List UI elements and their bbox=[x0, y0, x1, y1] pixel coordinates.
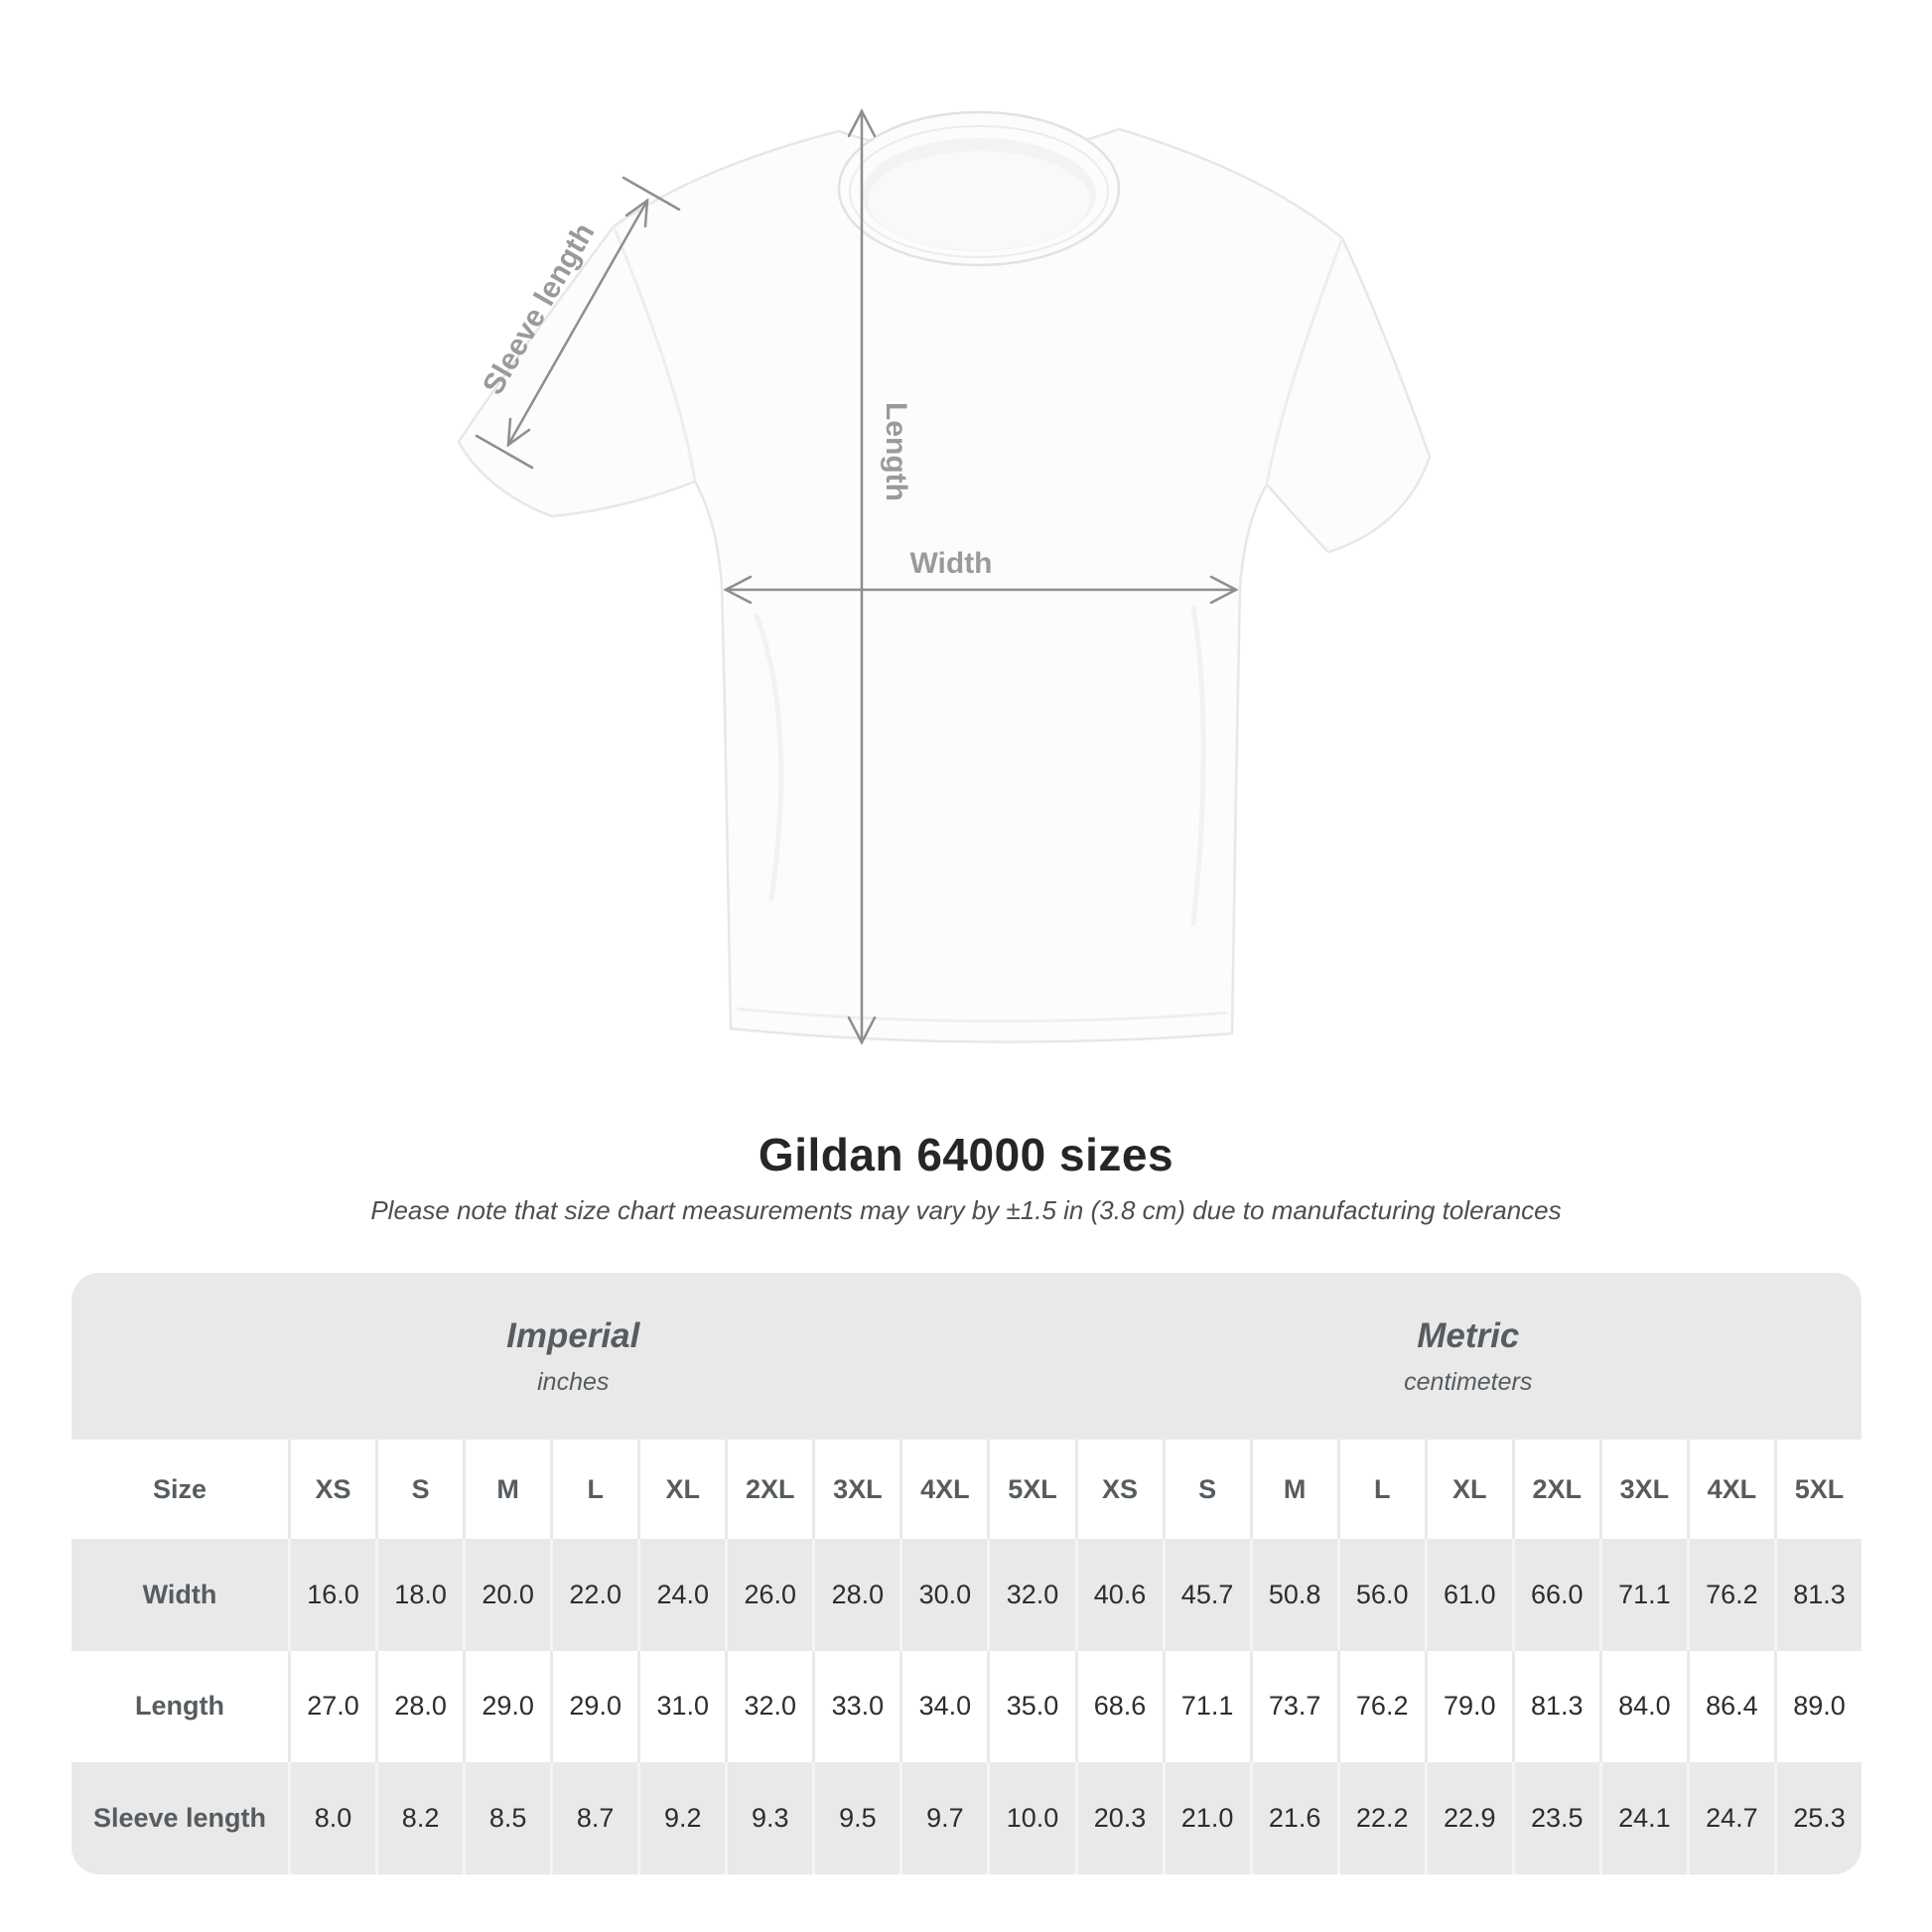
value-cell: 9.2 bbox=[637, 1762, 725, 1874]
page-title: Gildan 64000 sizes bbox=[758, 1129, 1174, 1180]
value-cell: 29.0 bbox=[550, 1650, 638, 1763]
tshirt-illustration bbox=[457, 110, 1432, 1043]
value-cell: 56.0 bbox=[1336, 1539, 1425, 1651]
value-cell: 81.3 bbox=[1511, 1650, 1599, 1763]
size-header-cell: M bbox=[1249, 1440, 1337, 1539]
value-cell: 21.6 bbox=[1249, 1762, 1337, 1874]
value-cell: 22.0 bbox=[550, 1539, 637, 1651]
value-cell: 28.0 bbox=[375, 1650, 464, 1763]
value-cell: 76.2 bbox=[1686, 1539, 1774, 1651]
value-cell: 50.8 bbox=[1249, 1539, 1337, 1651]
size-header-cell: L bbox=[1336, 1440, 1425, 1539]
value-cell: 40.6 bbox=[1074, 1539, 1163, 1651]
unit-group-header: Metric centimeters bbox=[1075, 1273, 1863, 1440]
value-cell: 35.0 bbox=[987, 1650, 1075, 1763]
size-header-cell: S bbox=[1162, 1440, 1250, 1539]
value-cell: 29.0 bbox=[463, 1650, 551, 1763]
value-cell: 9.5 bbox=[812, 1762, 899, 1874]
value-cell: 32.0 bbox=[725, 1650, 813, 1763]
value-cell: 33.0 bbox=[812, 1650, 900, 1763]
value-cell: 24.7 bbox=[1686, 1762, 1774, 1874]
value-cell: 73.7 bbox=[1249, 1650, 1337, 1763]
row-label: Sleeve length bbox=[92, 1803, 267, 1834]
length-label: Length bbox=[880, 402, 912, 501]
value-cell: 20.0 bbox=[463, 1539, 550, 1651]
size-header-cell: 5XL bbox=[1773, 1440, 1862, 1539]
unit-group-name: Metric bbox=[1417, 1315, 1520, 1355]
width-label: Width bbox=[909, 547, 992, 580]
value-cell: 25.3 bbox=[1773, 1762, 1862, 1874]
value-cell: 23.5 bbox=[1511, 1762, 1599, 1874]
value-cell: 8.2 bbox=[375, 1762, 463, 1874]
tolerance-note: Please note that size chart measurements… bbox=[370, 1195, 1562, 1225]
value-cell: 30.0 bbox=[899, 1539, 987, 1651]
value-cell: 8.7 bbox=[550, 1762, 637, 1874]
value-cell: 27.0 bbox=[288, 1650, 376, 1763]
value-cell: 22.9 bbox=[1424, 1762, 1512, 1874]
value-cell: 22.2 bbox=[1336, 1762, 1425, 1874]
unit-group-header: Imperial inches bbox=[71, 1273, 1075, 1440]
size-column-header: Size bbox=[71, 1440, 288, 1539]
size-header-cell: S bbox=[375, 1440, 464, 1539]
value-cell: 21.0 bbox=[1162, 1762, 1250, 1874]
value-cell: 68.6 bbox=[1074, 1650, 1163, 1763]
unit-group-unit: inches bbox=[537, 1367, 610, 1396]
width-arrow bbox=[723, 575, 1239, 605]
value-cell: 66.0 bbox=[1511, 1539, 1599, 1651]
size-header-cell: 2XL bbox=[725, 1440, 813, 1539]
unit-group-unit: centimeters bbox=[1404, 1367, 1533, 1396]
unit-group-name: Imperial bbox=[506, 1315, 640, 1355]
row-label: Length bbox=[71, 1650, 288, 1763]
size-header-cell: XS bbox=[288, 1440, 376, 1539]
value-cell: 16.0 bbox=[288, 1539, 375, 1651]
size-header-cell: 5XL bbox=[987, 1440, 1075, 1539]
value-cell: 32.0 bbox=[987, 1539, 1074, 1651]
value-cell: 89.0 bbox=[1773, 1650, 1862, 1763]
value-cell: 8.0 bbox=[288, 1762, 375, 1874]
value-cell: 28.0 bbox=[812, 1539, 899, 1651]
size-header-cell: 4XL bbox=[1686, 1440, 1774, 1539]
value-cell: 24.1 bbox=[1598, 1762, 1687, 1874]
value-cell: 8.5 bbox=[463, 1762, 550, 1874]
value-cell: 24.0 bbox=[637, 1539, 725, 1651]
value-cell: 81.3 bbox=[1773, 1539, 1862, 1651]
size-header-cell: 2XL bbox=[1511, 1440, 1599, 1539]
row-label: Width bbox=[142, 1579, 217, 1609]
value-cell: 9.3 bbox=[725, 1762, 812, 1874]
value-cell: 71.1 bbox=[1162, 1650, 1250, 1763]
value-cell: 61.0 bbox=[1424, 1539, 1512, 1651]
value-cell: 71.1 bbox=[1598, 1539, 1687, 1651]
value-cell: 31.0 bbox=[637, 1650, 726, 1763]
value-cell: 9.7 bbox=[899, 1762, 987, 1874]
value-cell: 34.0 bbox=[899, 1650, 988, 1763]
size-header-cell: XS bbox=[1074, 1440, 1163, 1539]
size-header-cell: 3XL bbox=[812, 1440, 900, 1539]
sleeve-length-arrow bbox=[475, 176, 681, 470]
value-cell: 45.7 bbox=[1162, 1539, 1250, 1651]
tshirt-size-diagram: Sleeve length Length Width bbox=[457, 108, 1432, 1045]
value-cell: 26.0 bbox=[725, 1539, 812, 1651]
size-header-cell: XL bbox=[1424, 1440, 1512, 1539]
length-arrow bbox=[847, 108, 877, 1045]
size-header-cell: M bbox=[463, 1440, 551, 1539]
value-cell: 79.0 bbox=[1424, 1650, 1512, 1763]
size-header-cell: 4XL bbox=[899, 1440, 988, 1539]
size-header-cell: XL bbox=[637, 1440, 726, 1539]
size-header-cell: L bbox=[550, 1440, 638, 1539]
value-cell: 76.2 bbox=[1336, 1650, 1425, 1763]
value-cell: 10.0 bbox=[987, 1762, 1074, 1874]
value-cell: 20.3 bbox=[1074, 1762, 1163, 1874]
size-header-cell: 3XL bbox=[1598, 1440, 1687, 1539]
value-cell: 18.0 bbox=[375, 1539, 463, 1651]
value-cell: 86.4 bbox=[1686, 1650, 1774, 1763]
size-table: Imperial inches Metric centimeters Size XS S M L… bbox=[71, 1273, 1862, 1874]
value-cell: 84.0 bbox=[1598, 1650, 1687, 1763]
